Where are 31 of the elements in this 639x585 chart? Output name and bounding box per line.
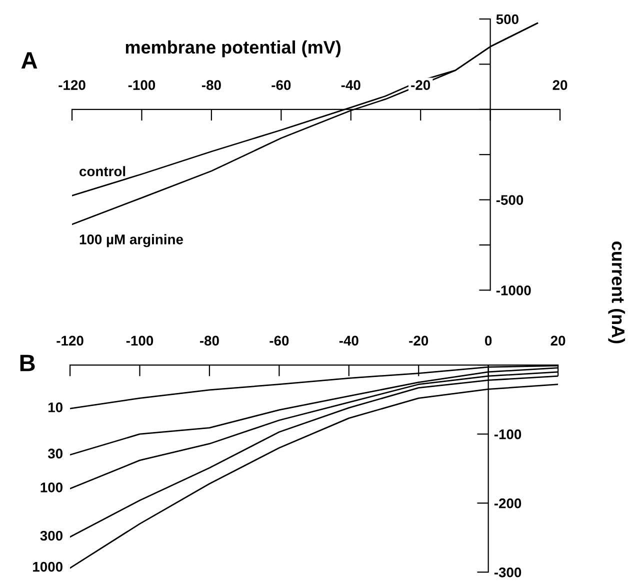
- x-tick-label: -120: [56, 336, 84, 346]
- y-tick-label: -1000: [496, 285, 531, 296]
- series-label: 100 µM arginine: [80, 234, 183, 248]
- series-label: 30: [48, 448, 62, 459]
- series-label: 100: [40, 482, 62, 492]
- x-tick-label: -60: [272, 80, 291, 90]
- series-label: 300: [40, 530, 62, 541]
- y-tick-label: 500: [496, 14, 518, 24]
- x-tick-label: -100: [128, 80, 156, 90]
- x-tick-label: -60: [270, 336, 289, 346]
- series-label: 10: [48, 402, 62, 412]
- x-tick-label: -80: [202, 80, 221, 90]
- x-tick-label: -120: [58, 80, 86, 90]
- series-label: control: [80, 166, 126, 176]
- x-tick-label: 20: [550, 336, 566, 346]
- y-tick-label: -500: [496, 195, 524, 205]
- x-tick-label: -20: [409, 336, 428, 346]
- y-tick-label: -200: [494, 498, 522, 508]
- y-tick-label: -100: [494, 429, 522, 440]
- y-axis-title: current (nA): [608, 242, 626, 344]
- y-tick-label: -300: [494, 567, 522, 578]
- x-tick-label: 0: [485, 336, 492, 346]
- chart-title: B: [20, 354, 35, 372]
- x-axis-title: membrane potential (mV): [126, 40, 341, 58]
- x-tick-label: 20: [552, 80, 568, 90]
- x-tick-label: -40: [341, 80, 360, 90]
- text: A: [21, 52, 38, 68]
- x-tick-label: -80: [200, 336, 219, 346]
- x-tick-label: -40: [339, 336, 358, 346]
- series-label: 1000: [33, 562, 62, 572]
- x-tick-label: -100: [126, 336, 154, 346]
